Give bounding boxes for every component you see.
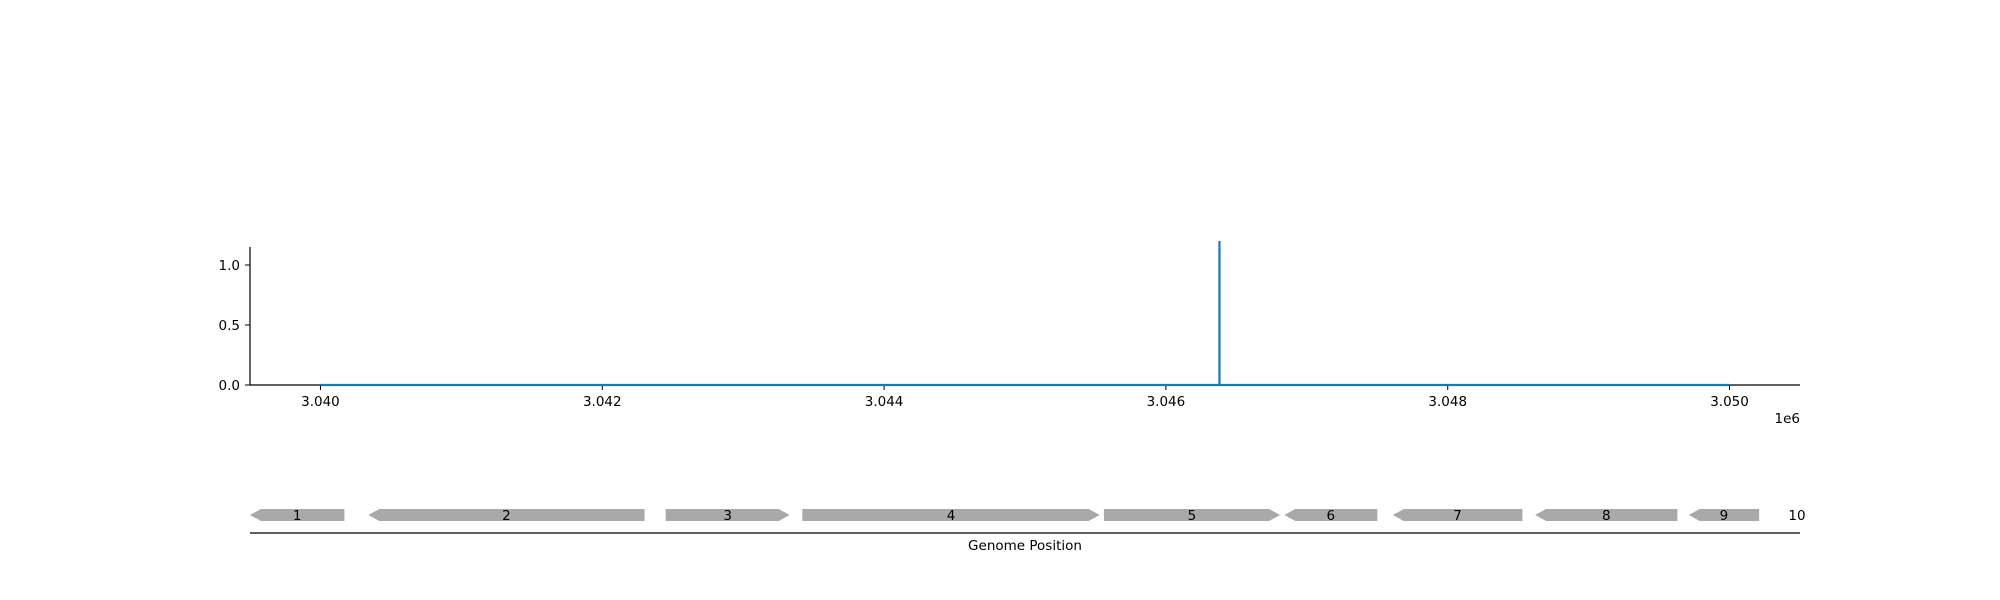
x-tick-label: 3.048 — [1428, 394, 1467, 410]
gene-label: 9 — [1720, 508, 1729, 524]
series-group — [320, 241, 1730, 387]
gene-arrow — [368, 509, 645, 521]
x-tick-label: 3.046 — [1147, 394, 1186, 410]
gene-label: 3 — [723, 508, 732, 524]
x-offset-label: 1e6 — [1775, 411, 1800, 427]
gene-label: 5 — [1188, 508, 1197, 524]
x-axis-label: Genome Position — [968, 538, 1082, 554]
gene-label: 10 — [1788, 508, 1805, 524]
x-tick-label: 3.050 — [1710, 394, 1749, 410]
x-tick-label: 3.042 — [583, 394, 622, 410]
gene-label: 7 — [1453, 508, 1462, 524]
x-tick-label: 3.044 — [865, 394, 904, 410]
gene-track: 1 2 3 4 5 6 7 8 9 10 Genome Position — [250, 508, 1806, 554]
gene-arrow — [1284, 509, 1378, 521]
gene-arrow — [250, 509, 345, 521]
gene-arrow — [1392, 509, 1523, 521]
gene-label: 1 — [293, 508, 302, 524]
coverage-plot: 0.0 0.5 1.0 3.040 3.042 3.044 3.046 3.048 3.050… — [219, 241, 1800, 427]
x-ticks: 3.040 3.042 3.044 3.046 3.048 3.050 — [301, 385, 1749, 410]
gene-label: 6 — [1326, 508, 1335, 524]
gene-arrow — [1103, 509, 1281, 521]
coverage-line — [320, 241, 1730, 387]
y-tick-label: 1.0 — [219, 258, 240, 274]
y-tick-label: 0.0 — [219, 378, 240, 394]
gene-label: 4 — [947, 508, 956, 524]
gene-label: 8 — [1602, 508, 1611, 524]
x-tick-label: 3.040 — [301, 394, 340, 410]
gene-arrow — [1535, 509, 1678, 521]
gene-arrow — [665, 509, 790, 521]
y-tick-label: 0.5 — [219, 318, 240, 334]
y-ticks: 0.0 0.5 1.0 — [219, 258, 250, 394]
gene-arrow — [802, 509, 1100, 521]
gene-arrow — [1688, 509, 1760, 521]
gene-label: 2 — [502, 508, 511, 524]
genes-group: 1 2 3 4 5 6 7 8 9 10 — [250, 508, 1806, 524]
